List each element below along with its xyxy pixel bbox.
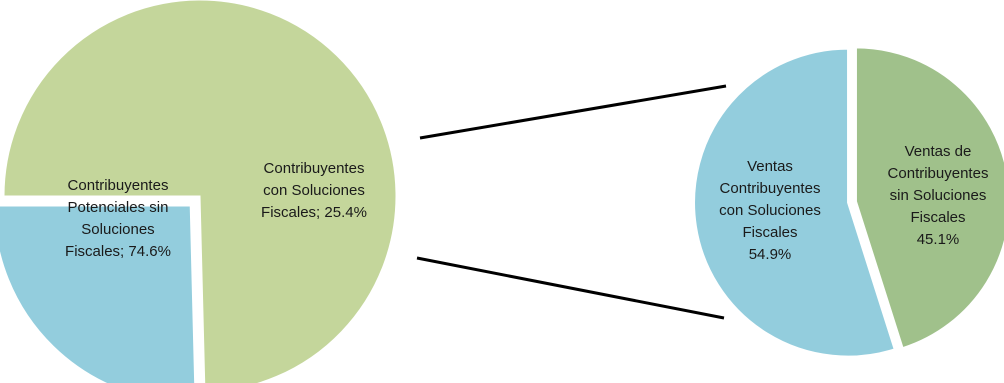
- data-label-ventas-contribuyentes-con-soluciones-fiscales: Ventas Contribuyentes con Soluciones Fiscal…: [719, 158, 821, 263]
- data-label-contribuyentes-potenciales-sin-soluciones-fiscales-line: Contribuyentes: [68, 177, 169, 194]
- data-label-contribuyentes-con-soluciones-fiscales-line: Fiscales; 25.4%: [261, 204, 367, 221]
- data-label-ventas-contribuyentes-con-soluciones-fiscales-line: con Soluciones: [719, 202, 821, 219]
- data-label-contribuyentes-potenciales-sin-soluciones-fiscales-line: Soluciones: [81, 221, 154, 238]
- data-label-contribuyentes-potenciales-sin-soluciones-fiscales-line: Fiscales; 74.6%: [65, 243, 171, 260]
- connector-line-bottom: [416, 256, 725, 320]
- data-label-contribuyentes-con-soluciones-fiscales-line: Contribuyentes: [264, 160, 365, 177]
- data-label-ventas-de-contribuyentes-sin-soluciones-fiscales: Ventas de Contribuyentes sin Soluciones Fis…: [888, 143, 989, 248]
- data-label-contribuyentes-potenciales-sin-soluciones-fiscales-line: Potenciales sin: [68, 199, 169, 216]
- pie-slice-ventas-contribuyentes-con-soluciones-fiscales: [693, 47, 896, 358]
- data-label-ventas-contribuyentes-con-soluciones-fiscales-line: Ventas: [747, 158, 793, 175]
- data-label-ventas-de-contribuyentes-sin-soluciones-fiscales-line: Contribuyentes: [888, 165, 989, 182]
- data-label-contribuyentes-con-soluciones-fiscales-line: con Soluciones: [263, 182, 365, 199]
- data-label-ventas-contribuyentes-con-soluciones-fiscales-line: 54.9%: [749, 246, 792, 263]
- pie-slice-contribuyentes-potenciales-sin-soluciones-fiscales: [3, 0, 397, 383]
- data-label-contribuyentes-potenciales-sin-soluciones-fiscales: Contribuyentes Potenciales sin Soluciones F…: [65, 177, 171, 260]
- connector-lines: [416, 84, 727, 320]
- connector-line-top: [419, 84, 727, 140]
- data-label-ventas-contribuyentes-con-soluciones-fiscales-line: Fiscales: [742, 224, 797, 241]
- data-label-ventas-de-contribuyentes-sin-soluciones-fiscales-line: sin Soluciones: [890, 187, 987, 204]
- data-label-ventas-contribuyentes-con-soluciones-fiscales-line: Contribuyentes: [720, 180, 821, 197]
- data-label-ventas-de-contribuyentes-sin-soluciones-fiscales-line: 45.1%: [917, 231, 960, 248]
- data-label-ventas-de-contribuyentes-sin-soluciones-fiscales-line: Fiscales: [910, 209, 965, 226]
- data-label-ventas-de-contribuyentes-sin-soluciones-fiscales-line: Ventas de: [905, 143, 972, 160]
- pie-slice-ventas-de-contribuyentes-sin-soluciones-fiscales: [854, 46, 1004, 350]
- right-pie: Ventas Contribuyentes con Soluciones Fiscal…: [693, 46, 1004, 358]
- pie-slice-contribuyentes-con-soluciones-fiscales: [0, 205, 196, 383]
- data-label-contribuyentes-con-soluciones-fiscales: Contribuyentes con Soluciones Fiscales; 25…: [261, 160, 367, 221]
- left-pie: Contribuyentes Potenciales sin Soluciones F…: [0, 0, 397, 383]
